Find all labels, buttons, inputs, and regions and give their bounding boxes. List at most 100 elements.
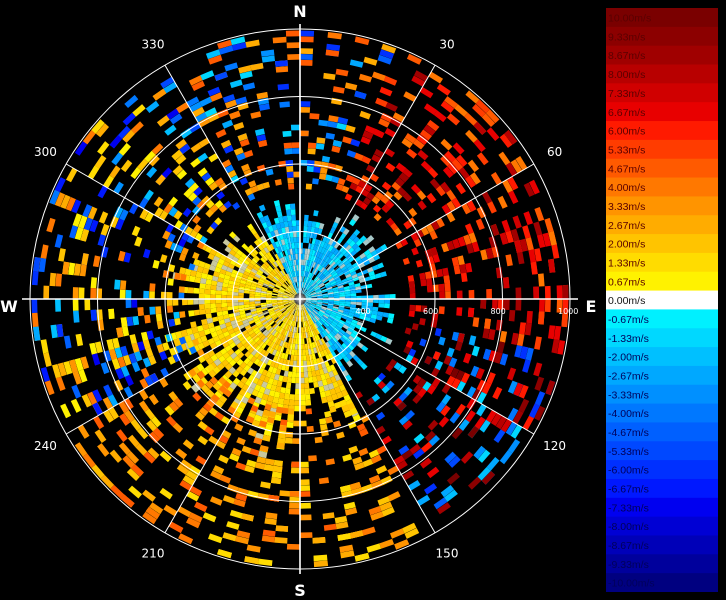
inner-spoke bbox=[299, 255, 352, 300]
inner-spoke bbox=[299, 247, 344, 300]
legend-label: 2.67m/s bbox=[608, 220, 645, 232]
azimuth-spoke bbox=[164, 357, 267, 534]
range-label: 1000 bbox=[558, 307, 578, 316]
inner-spoke bbox=[299, 298, 364, 323]
inner-spoke bbox=[299, 298, 359, 334]
inner-spoke bbox=[236, 298, 301, 323]
inner-spoke bbox=[299, 240, 335, 300]
inner-spoke bbox=[233, 298, 301, 311]
azimuth-label: 300 bbox=[34, 145, 57, 159]
legend-swatch bbox=[606, 497, 718, 518]
legend-swatch bbox=[606, 26, 718, 47]
inner-spoke bbox=[299, 298, 344, 351]
inner-spoke bbox=[276, 235, 301, 300]
azimuth-label: 60 bbox=[547, 145, 562, 159]
inner-spoke bbox=[299, 235, 324, 300]
legend-label: 0.67m/s bbox=[608, 276, 645, 288]
legend-label: 0.00m/s bbox=[608, 295, 645, 307]
legend-label: 1.33m/s bbox=[608, 257, 645, 269]
inner-spoke bbox=[233, 287, 301, 300]
legend-label: 6.67m/s bbox=[608, 107, 645, 119]
east-label: E bbox=[586, 297, 597, 316]
legend-swatch bbox=[606, 309, 718, 329]
inner-spoke bbox=[299, 298, 367, 311]
range-label: 400 bbox=[356, 307, 371, 316]
range-label: 600 bbox=[423, 307, 438, 316]
legend-swatch bbox=[606, 177, 718, 197]
legend-swatch bbox=[606, 45, 718, 66]
legend-swatch bbox=[606, 234, 718, 254]
legend-swatch bbox=[606, 460, 718, 480]
legend-swatch bbox=[606, 365, 718, 386]
legend-label: 10.00m/s bbox=[608, 13, 651, 25]
legend-label: -5.33m/s bbox=[608, 446, 649, 458]
azimuth-spoke bbox=[358, 332, 535, 435]
azimuth-labels: 30 60 120 150 210 240 300 330 bbox=[34, 37, 566, 560]
legend-label: 3.33m/s bbox=[608, 201, 645, 213]
legend-label: -6.67m/s bbox=[608, 484, 649, 496]
legend-label: -2.67m/s bbox=[608, 371, 649, 383]
legend-label: 7.33m/s bbox=[608, 88, 645, 100]
velocity-echoes bbox=[31, 30, 569, 568]
legend-label: -3.33m/s bbox=[608, 389, 649, 401]
legend-label: -7.33m/s bbox=[608, 502, 649, 514]
legend-swatch bbox=[606, 139, 718, 160]
azimuth-spoke bbox=[65, 163, 242, 266]
legend-swatch bbox=[606, 573, 718, 592]
legend-label: -8.67m/s bbox=[608, 540, 649, 552]
legend-swatch bbox=[606, 121, 718, 141]
legend-label: -0.67m/s bbox=[608, 314, 649, 326]
inner-spoke bbox=[299, 298, 324, 363]
legend-label: -8.00m/s bbox=[608, 521, 649, 533]
azimuth-label: 120 bbox=[543, 439, 566, 453]
inner-spoke bbox=[241, 298, 301, 334]
azimuth-spoke bbox=[358, 163, 535, 266]
legend-swatch bbox=[606, 102, 718, 122]
azimuth-spoke bbox=[65, 332, 242, 435]
velocity-legend: 10.00m/s 9.33m/s 8.67m/s 8.00m/s 7.33m/s 6.67… bbox=[606, 8, 718, 592]
legend-swatch bbox=[606, 554, 718, 574]
range-labels: 400 600 800 1000 bbox=[356, 307, 579, 316]
inner-spoke bbox=[299, 287, 367, 300]
inner-spoke bbox=[299, 298, 312, 366]
legend-swatch bbox=[606, 158, 718, 179]
legend-label: -9.33m/s bbox=[608, 559, 649, 571]
inner-spoke bbox=[248, 298, 301, 343]
legend-label: 6.00m/s bbox=[608, 126, 645, 138]
legend-label: 8.67m/s bbox=[608, 50, 645, 62]
legend-swatch bbox=[606, 252, 718, 273]
legend-swatch bbox=[606, 290, 718, 310]
inner-spoke bbox=[236, 275, 301, 300]
legend-swatch bbox=[606, 271, 718, 292]
radar-plot: 400 600 800 1000 30 60 120 150 210 240 300 330 N S… bbox=[0, 2, 597, 600]
legend-label: 9.33m/s bbox=[608, 31, 645, 43]
legend-swatch bbox=[606, 516, 718, 536]
azimuth-label: 240 bbox=[34, 439, 57, 453]
legend-swatch bbox=[606, 215, 718, 235]
legend-swatch bbox=[606, 83, 718, 103]
inner-spoke bbox=[288, 232, 301, 300]
west-label: W bbox=[0, 297, 18, 316]
azimuth-spokes bbox=[65, 64, 535, 534]
legend-swatch bbox=[606, 328, 718, 348]
legend-label: -2.00m/s bbox=[608, 352, 649, 364]
inner-spoke bbox=[266, 240, 301, 300]
legend-swatch bbox=[606, 478, 718, 499]
inner-spoke bbox=[241, 265, 301, 300]
legend-label: -4.67m/s bbox=[608, 427, 649, 439]
azimuth-spoke bbox=[164, 64, 267, 241]
inner-spoke bbox=[299, 265, 359, 300]
legend-label: -6.00m/s bbox=[608, 465, 649, 477]
legend-swatch bbox=[606, 347, 718, 367]
inner-spoke bbox=[266, 298, 301, 358]
legend-swatch bbox=[606, 384, 718, 405]
legend-label: 4.00m/s bbox=[608, 182, 645, 194]
legend-swatch bbox=[606, 64, 718, 84]
inner-spoke bbox=[276, 298, 301, 363]
inner-spoke bbox=[299, 232, 312, 300]
legend-label: 4.67m/s bbox=[608, 163, 645, 175]
inner-spoke bbox=[248, 255, 301, 300]
legend-swatch bbox=[606, 403, 718, 423]
legend-label: -4.00m/s bbox=[608, 408, 649, 420]
legend-label: 2.00m/s bbox=[608, 239, 645, 251]
